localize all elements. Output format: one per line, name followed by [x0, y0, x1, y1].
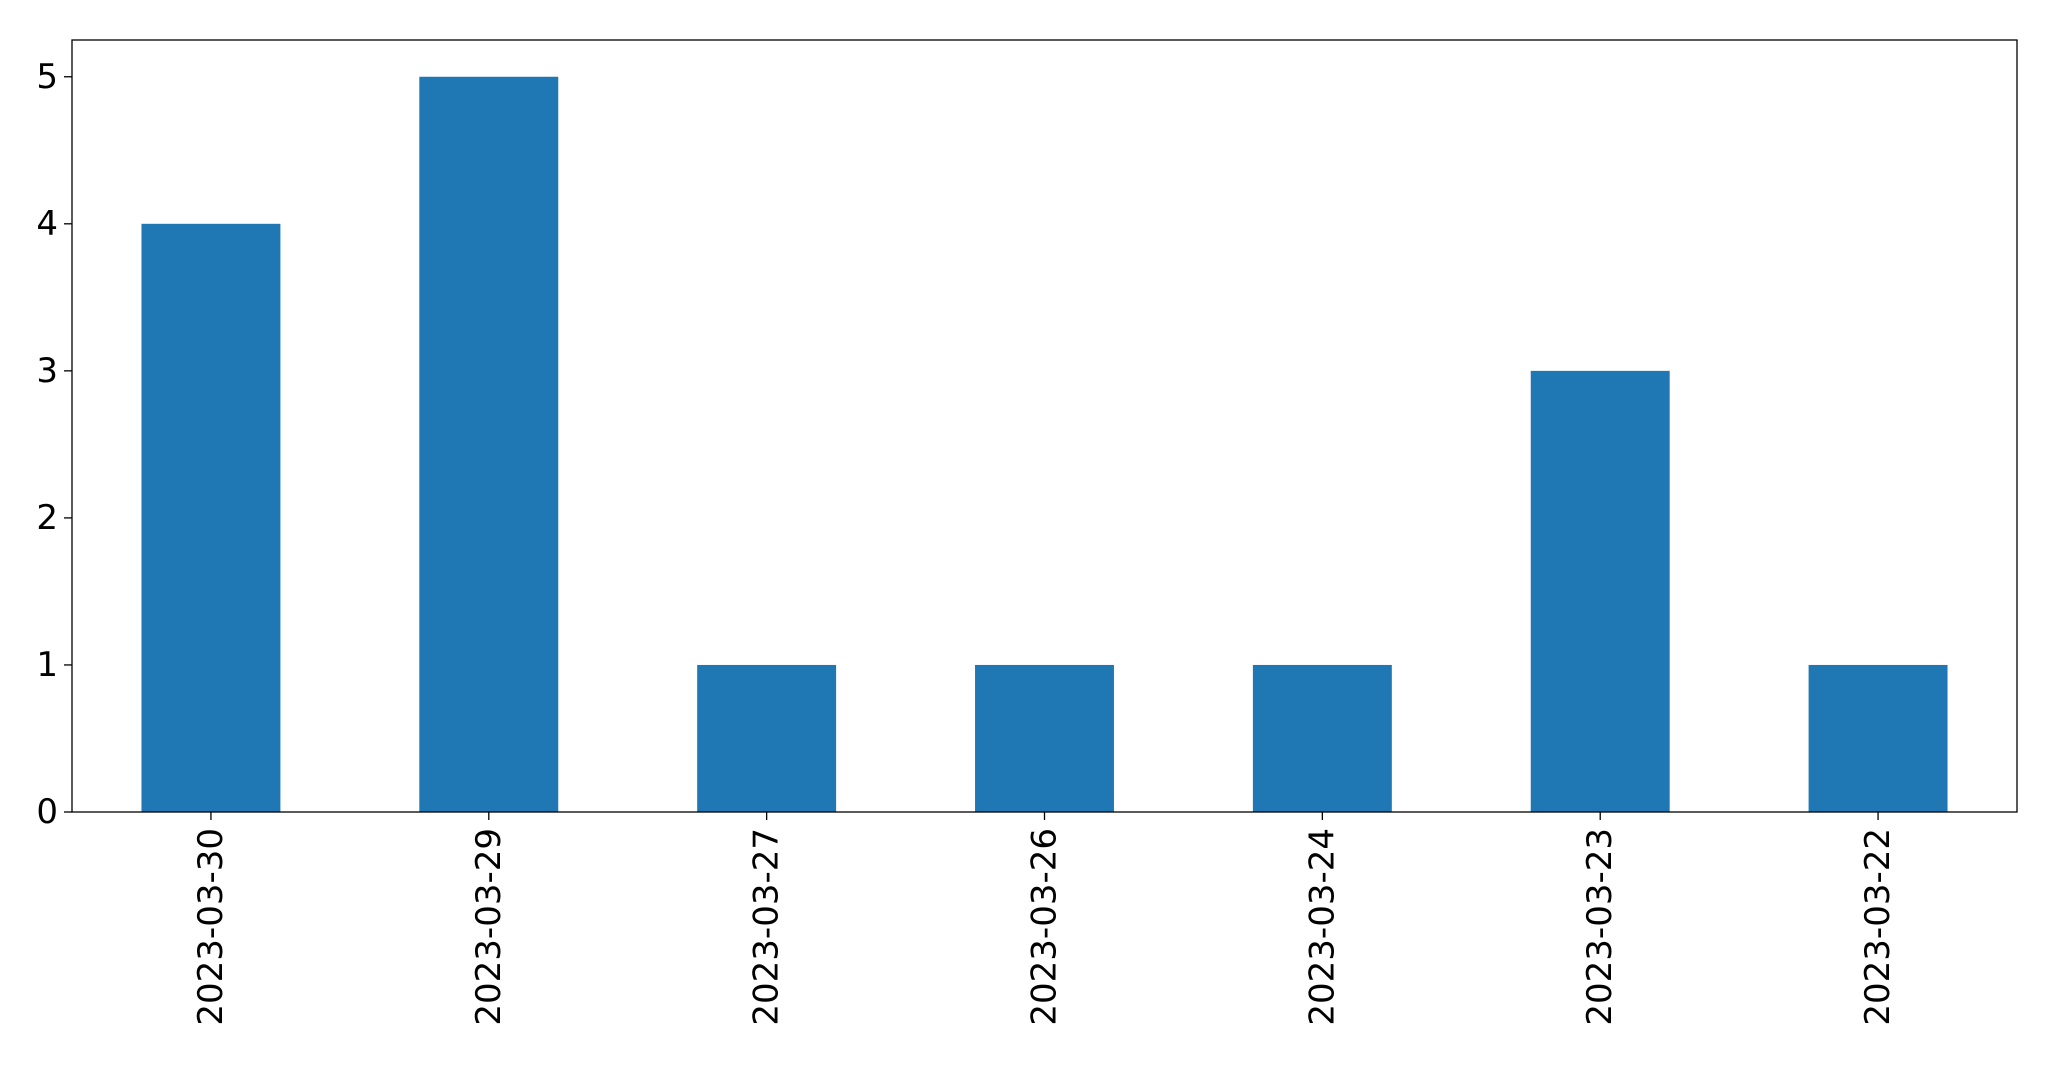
bar-2023-03-22: [1808, 664, 1948, 812]
y-tick-label: 0: [36, 792, 58, 832]
x-tick-label: 2023-03-22: [1858, 828, 1898, 1026]
y-tick-label: 1: [36, 645, 58, 685]
bar-2023-03-29: [419, 76, 559, 812]
x-tick-label: 2023-03-26: [1025, 828, 1065, 1026]
y-axis: 0 1 2 3 4 5: [36, 57, 72, 832]
x-tick-label: 2023-03-23: [1580, 828, 1620, 1026]
x-tick-label: 2023-03-30: [191, 828, 231, 1026]
y-tick-label: 4: [36, 204, 58, 244]
bar-2023-03-23: [1530, 370, 1670, 812]
plot-frame: [71, 39, 2018, 813]
bars-layer: [141, 76, 1948, 813]
bar-2023-03-27: [697, 664, 837, 812]
x-axis: 2023-03-30 2023-03-29 2023-03-27 2023-03-26…: [191, 812, 1898, 1026]
y-tick-label: 3: [36, 351, 58, 391]
x-tick-label: 2023-03-29: [469, 828, 509, 1026]
bar-2023-03-30: [141, 223, 281, 813]
y-tick-label: 2: [36, 498, 58, 538]
bar-2023-03-26: [975, 664, 1114, 812]
x-tick-label: 2023-03-27: [747, 828, 787, 1026]
bar-2023-03-24: [1252, 664, 1392, 812]
x-tick-label: 2023-03-24: [1302, 828, 1342, 1026]
y-tick-label: 5: [36, 57, 58, 97]
